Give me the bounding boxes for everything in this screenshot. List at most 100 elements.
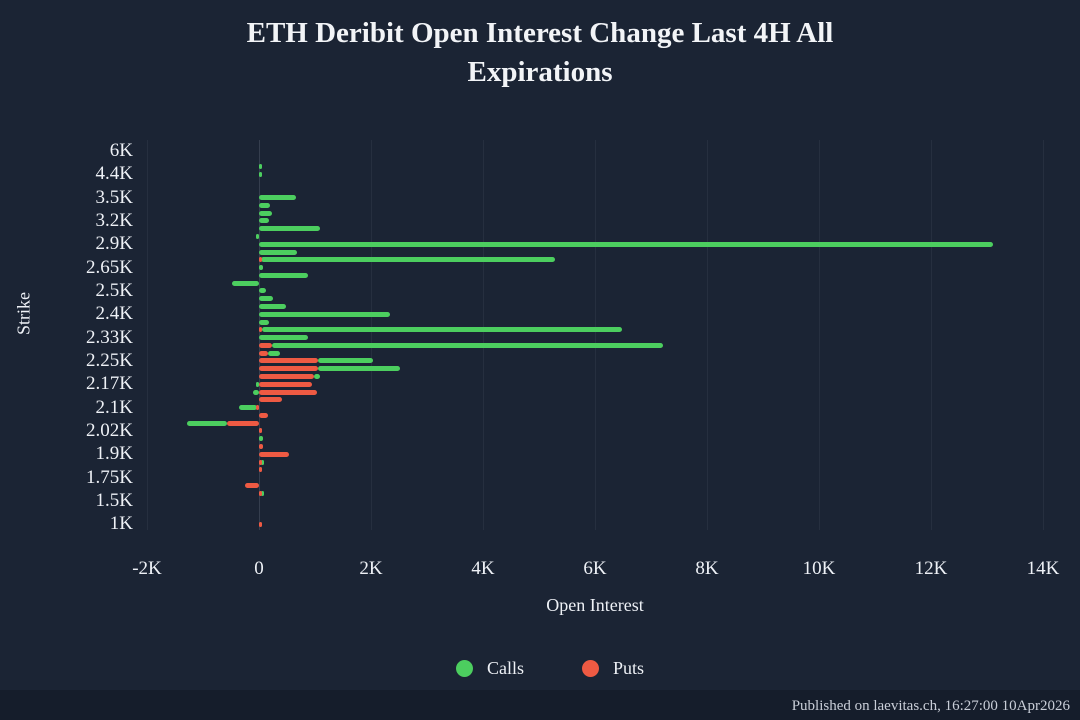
bar-calls-row-2 — [259, 164, 262, 170]
bar-puts-row-23 — [259, 327, 262, 333]
bar-puts-row-27 — [259, 358, 318, 364]
gridline — [707, 140, 708, 530]
bar-calls-row-18 — [259, 288, 267, 294]
x-tick-label: 8K — [695, 558, 719, 579]
bar-calls-row-21 — [259, 311, 391, 317]
bar-calls-row-23 — [261, 327, 622, 333]
legend-label: Calls — [486, 657, 524, 678]
chart-legend: Calls Puts — [30, 654, 1070, 682]
bar-calls-row-19 — [259, 296, 273, 302]
bar-calls-row-15 — [259, 265, 263, 271]
bar-calls-row-20 — [259, 304, 286, 310]
x-axis-ticks: -2K 0 2K 4K 6K 8K 10K 12K 14K — [132, 530, 1059, 580]
bar-puts-row-29 — [259, 374, 314, 380]
y-tick-label: 2.4K — [95, 303, 133, 325]
bar-calls-row-27 — [317, 358, 373, 364]
x-tick-label: 10K — [802, 558, 836, 579]
y-tick-label: 1.75K — [86, 466, 133, 488]
bar-calls-row-17 — [232, 280, 259, 286]
y-tick-label: 2.33K — [86, 326, 133, 348]
bar-calls-row-35 — [187, 420, 228, 426]
bar-calls-row-3 — [259, 171, 263, 177]
legend-item-puts[interactable]: Puts — [581, 657, 645, 679]
bar-calls-row-10 — [259, 226, 321, 232]
bar-calls-row-25 — [271, 342, 663, 348]
x-tick-label: 4K — [471, 558, 495, 579]
y-tick-label: 2.1K — [95, 396, 133, 418]
y-tick-label: 2.5K — [95, 279, 133, 301]
bar-calls-row-30 — [256, 381, 259, 387]
bar-puts-row-36 — [259, 428, 262, 434]
bar-calls-row-8 — [259, 210, 272, 216]
bar-puts-row-28 — [259, 366, 318, 372]
bar-puts-row-43 — [245, 482, 259, 488]
gridline — [819, 140, 820, 530]
legend-label: Puts — [612, 657, 645, 678]
y-tick-label: 6K — [109, 140, 133, 161]
y-tick-label: 4.4K — [95, 163, 133, 185]
x-tick-label: -2K — [132, 558, 162, 579]
bar-puts-row-40 — [259, 459, 262, 465]
bar-calls-row-24 — [259, 335, 308, 341]
bar-puts-row-44 — [259, 490, 262, 496]
x-axis-title: Open Interest — [546, 595, 644, 615]
x-tick-label: 12K — [914, 558, 948, 579]
x-tick-label: 6K — [583, 558, 607, 579]
bar-puts-row-41 — [259, 467, 262, 473]
chart-title-line2: Expirations — [467, 56, 613, 89]
y-tick-label: 3.5K — [95, 186, 133, 208]
gridline — [931, 140, 932, 530]
gridline — [595, 140, 596, 530]
x-tick-label: 0 — [254, 558, 264, 579]
bar-puts-row-31 — [259, 389, 318, 395]
bar-calls-row-31 — [253, 389, 259, 395]
x-tick-label: 14K — [1026, 558, 1060, 579]
bar-calls-row-6 — [259, 195, 296, 201]
chart-title: ETH Deribit Open Interest Change Last 4H… — [0, 14, 1080, 92]
bar-calls-row-40 — [260, 459, 264, 465]
bar-puts-row-39 — [259, 451, 290, 457]
bar-calls-row-37 — [259, 436, 263, 442]
bar-calls-row-33 — [238, 405, 257, 411]
bar-puts-row-25 — [259, 342, 272, 348]
y-tick-label: 3.2K — [95, 209, 133, 231]
legend-marker-puts — [581, 659, 599, 677]
y-tick-label: 1.5K — [95, 489, 133, 511]
bar-calls-row-16 — [259, 272, 309, 278]
legend-item-calls[interactable]: Calls — [455, 657, 524, 679]
y-tick-label: 1.9K — [95, 443, 133, 465]
y-tick-label: 2.65K — [86, 256, 133, 278]
plot-area — [145, 140, 1045, 530]
chart-title-line1: ETH Deribit Open Interest Change Last 4H… — [246, 17, 834, 49]
bar-calls-row-28 — [317, 366, 400, 372]
bar-calls-row-44 — [261, 490, 265, 496]
gridline — [147, 140, 148, 530]
y-axis-ticks: 6K 4.4K 3.5K 3.2K 2.9K 2.65K 2.5K 2.4K 2.33K 2.25… — [0, 140, 133, 534]
bar-puts-row-34 — [259, 412, 268, 418]
bar-calls-row-14 — [261, 257, 556, 263]
gridline — [483, 140, 484, 530]
bar-calls-row-26 — [267, 350, 280, 356]
bar-calls-row-7 — [259, 202, 271, 208]
bar-calls-row-29 — [313, 374, 321, 380]
footer-band — [0, 690, 1080, 720]
publisher-attribution: Published on laevitas.ch, 16:27:00 10Apr… — [791, 698, 1070, 714]
zero-gridline — [259, 140, 260, 530]
bar-calls-row-9 — [259, 218, 270, 224]
gridline — [1043, 140, 1044, 530]
bar-puts-row-30 — [259, 381, 313, 387]
bar-puts-row-38 — [259, 444, 264, 450]
bar-puts-row-48 — [259, 521, 263, 527]
bar-calls-row-13 — [259, 249, 298, 255]
y-tick-label: 2.02K — [86, 419, 133, 441]
gridline — [371, 140, 372, 530]
y-tick-label: 2.25K — [86, 349, 133, 371]
y-tick-label: 2.17K — [86, 373, 133, 395]
y-tick-label: 2.9K — [95, 233, 133, 255]
x-tick-label: 2K — [359, 558, 383, 579]
bar-puts-row-35 — [227, 420, 259, 426]
bar-calls-row-22 — [259, 319, 270, 325]
y-tick-label: 1K — [109, 513, 133, 535]
bar-calls-row-12 — [259, 241, 993, 247]
bar-puts-row-32 — [259, 397, 282, 403]
